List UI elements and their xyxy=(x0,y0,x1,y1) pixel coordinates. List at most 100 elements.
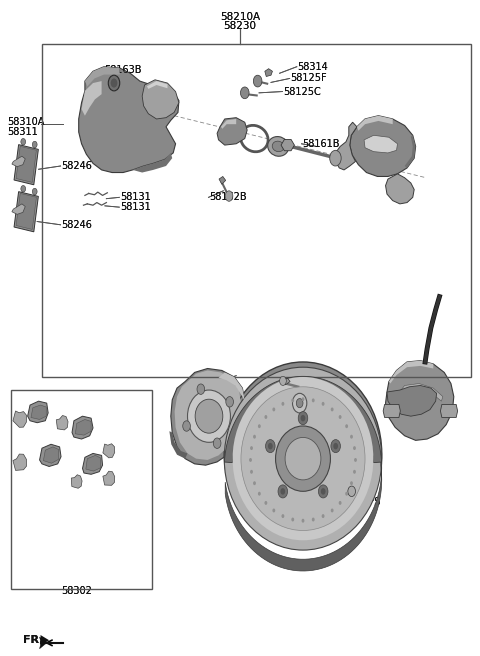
Circle shape xyxy=(298,411,308,424)
Text: 57725A: 57725A xyxy=(277,383,315,393)
Polygon shape xyxy=(14,192,38,232)
Polygon shape xyxy=(217,117,247,145)
Circle shape xyxy=(291,518,294,522)
Circle shape xyxy=(301,398,304,401)
Polygon shape xyxy=(147,81,168,89)
Polygon shape xyxy=(28,401,48,422)
Circle shape xyxy=(240,87,249,98)
Text: 1351JD: 1351JD xyxy=(277,393,312,403)
Polygon shape xyxy=(132,153,172,173)
Ellipse shape xyxy=(224,367,382,550)
Text: 57725A: 57725A xyxy=(277,383,315,393)
Circle shape xyxy=(226,397,233,407)
Circle shape xyxy=(258,492,261,496)
Polygon shape xyxy=(13,454,26,470)
Polygon shape xyxy=(221,119,236,129)
Circle shape xyxy=(213,438,221,449)
Circle shape xyxy=(280,377,286,386)
Text: 58246: 58246 xyxy=(61,220,92,230)
Circle shape xyxy=(249,458,252,462)
Polygon shape xyxy=(336,122,357,170)
Polygon shape xyxy=(12,156,25,167)
Text: 58131: 58131 xyxy=(120,192,151,202)
Text: 58162B: 58162B xyxy=(209,192,247,202)
Circle shape xyxy=(265,440,275,453)
Polygon shape xyxy=(389,361,433,384)
Circle shape xyxy=(21,138,25,145)
Text: 58131: 58131 xyxy=(120,202,151,212)
Circle shape xyxy=(253,75,262,87)
Circle shape xyxy=(197,384,204,394)
Circle shape xyxy=(339,501,342,505)
Text: 58310A: 58310A xyxy=(7,117,45,127)
Text: 58163B: 58163B xyxy=(104,65,142,75)
Text: 58131: 58131 xyxy=(120,202,151,212)
Text: 58125C: 58125C xyxy=(283,87,321,96)
Polygon shape xyxy=(39,637,47,649)
Circle shape xyxy=(264,415,267,419)
Polygon shape xyxy=(405,135,416,168)
Text: 58246: 58246 xyxy=(61,161,92,171)
Text: 58302: 58302 xyxy=(61,586,92,596)
Circle shape xyxy=(281,514,284,518)
Circle shape xyxy=(333,443,338,449)
Circle shape xyxy=(281,402,284,406)
Circle shape xyxy=(225,191,233,201)
Text: 58310A: 58310A xyxy=(7,117,45,127)
Circle shape xyxy=(350,482,353,485)
Polygon shape xyxy=(383,405,400,417)
Polygon shape xyxy=(350,115,416,176)
Text: 58314: 58314 xyxy=(297,62,328,72)
Polygon shape xyxy=(142,80,179,119)
Circle shape xyxy=(353,470,356,474)
Text: 58163B: 58163B xyxy=(104,65,142,75)
Circle shape xyxy=(312,398,315,402)
Circle shape xyxy=(300,415,305,421)
Circle shape xyxy=(291,398,294,402)
Circle shape xyxy=(264,501,267,505)
Text: 1220FS: 1220FS xyxy=(345,497,382,507)
Ellipse shape xyxy=(233,377,373,541)
Polygon shape xyxy=(85,67,120,87)
Text: FR.: FR. xyxy=(23,635,43,646)
Text: 58243A: 58243A xyxy=(202,383,240,393)
Circle shape xyxy=(111,79,117,88)
Circle shape xyxy=(253,435,256,439)
Polygon shape xyxy=(103,471,115,485)
Polygon shape xyxy=(31,405,46,419)
Text: 58244: 58244 xyxy=(202,393,233,403)
Polygon shape xyxy=(281,140,294,151)
Polygon shape xyxy=(385,174,414,204)
Polygon shape xyxy=(39,444,61,466)
Text: 58246: 58246 xyxy=(61,161,92,171)
Ellipse shape xyxy=(268,136,288,156)
Text: 58246: 58246 xyxy=(61,220,92,230)
Polygon shape xyxy=(12,204,25,215)
Polygon shape xyxy=(43,447,59,463)
Polygon shape xyxy=(72,416,93,439)
Circle shape xyxy=(258,424,261,428)
Polygon shape xyxy=(16,146,36,182)
Polygon shape xyxy=(14,144,38,185)
Polygon shape xyxy=(219,176,226,184)
Circle shape xyxy=(339,415,342,419)
Circle shape xyxy=(331,508,334,512)
Polygon shape xyxy=(169,431,188,459)
Text: 58314: 58314 xyxy=(297,62,328,72)
Text: 58131: 58131 xyxy=(120,192,151,202)
Polygon shape xyxy=(283,379,290,385)
Text: 58311: 58311 xyxy=(7,127,38,137)
Polygon shape xyxy=(83,453,103,474)
Ellipse shape xyxy=(276,426,330,491)
Polygon shape xyxy=(175,371,241,460)
Polygon shape xyxy=(225,453,382,571)
Polygon shape xyxy=(364,135,397,153)
Circle shape xyxy=(345,492,348,496)
Circle shape xyxy=(253,482,256,485)
Circle shape xyxy=(330,150,341,166)
Circle shape xyxy=(280,488,285,495)
Ellipse shape xyxy=(272,141,284,152)
Polygon shape xyxy=(86,455,101,471)
Circle shape xyxy=(312,518,315,522)
Polygon shape xyxy=(171,369,245,465)
